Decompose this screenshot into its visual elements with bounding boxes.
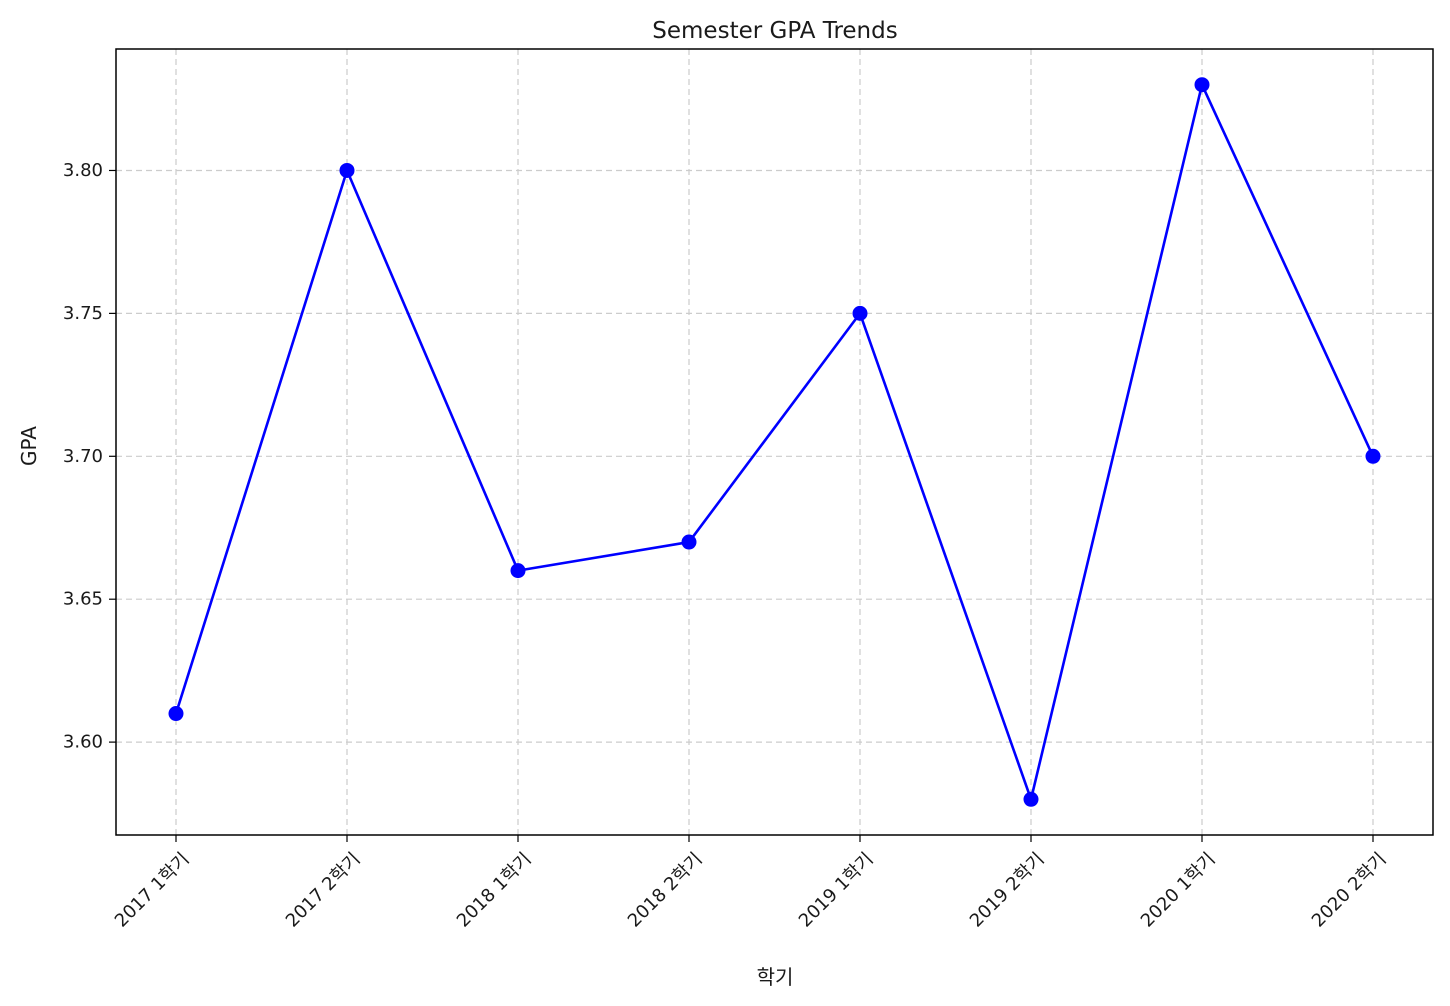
data-point: [681, 534, 697, 550]
x-tick-label: 2018 1학기: [453, 849, 536, 932]
x-axis-label: 학기: [757, 965, 794, 989]
x-tick-label: 2020 1학기: [1137, 849, 1220, 932]
y-tick-label: 3.65: [63, 589, 103, 610]
data-series: [168, 77, 1381, 807]
grid-lines: [116, 49, 1433, 835]
x-tick-label: 2017 2학기: [282, 849, 365, 932]
x-tick-label: 2019 1학기: [795, 849, 878, 932]
data-point: [1023, 791, 1039, 807]
data-point: [168, 706, 184, 722]
x-tick-label: 2019 2학기: [966, 849, 1049, 932]
data-point: [1194, 77, 1210, 93]
y-tick-label: 3.70: [63, 446, 103, 467]
plot-frame: [115, 48, 1434, 836]
data-point: [510, 563, 526, 579]
y-tick-label: 3.60: [63, 732, 103, 753]
x-tick-label: 2018 2학기: [624, 849, 707, 932]
series-line: [174, 83, 1375, 801]
y-tick-label: 3.75: [63, 303, 103, 324]
y-axis-label: GPA: [17, 426, 41, 466]
x-tick-label: 2020 2학기: [1308, 849, 1391, 932]
x-tick-label: 2017 1학기: [111, 849, 194, 932]
axes: 2017 1학기 2017 2학기 2018 1학기 2018 2학기 2019 1학기…: [63, 48, 1434, 932]
y-tick-label: 3.80: [63, 160, 103, 181]
data-point: [1365, 448, 1381, 464]
data-point: [339, 162, 355, 178]
data-point: [852, 305, 868, 321]
chart-title: Semester GPA Trends: [652, 18, 897, 44]
